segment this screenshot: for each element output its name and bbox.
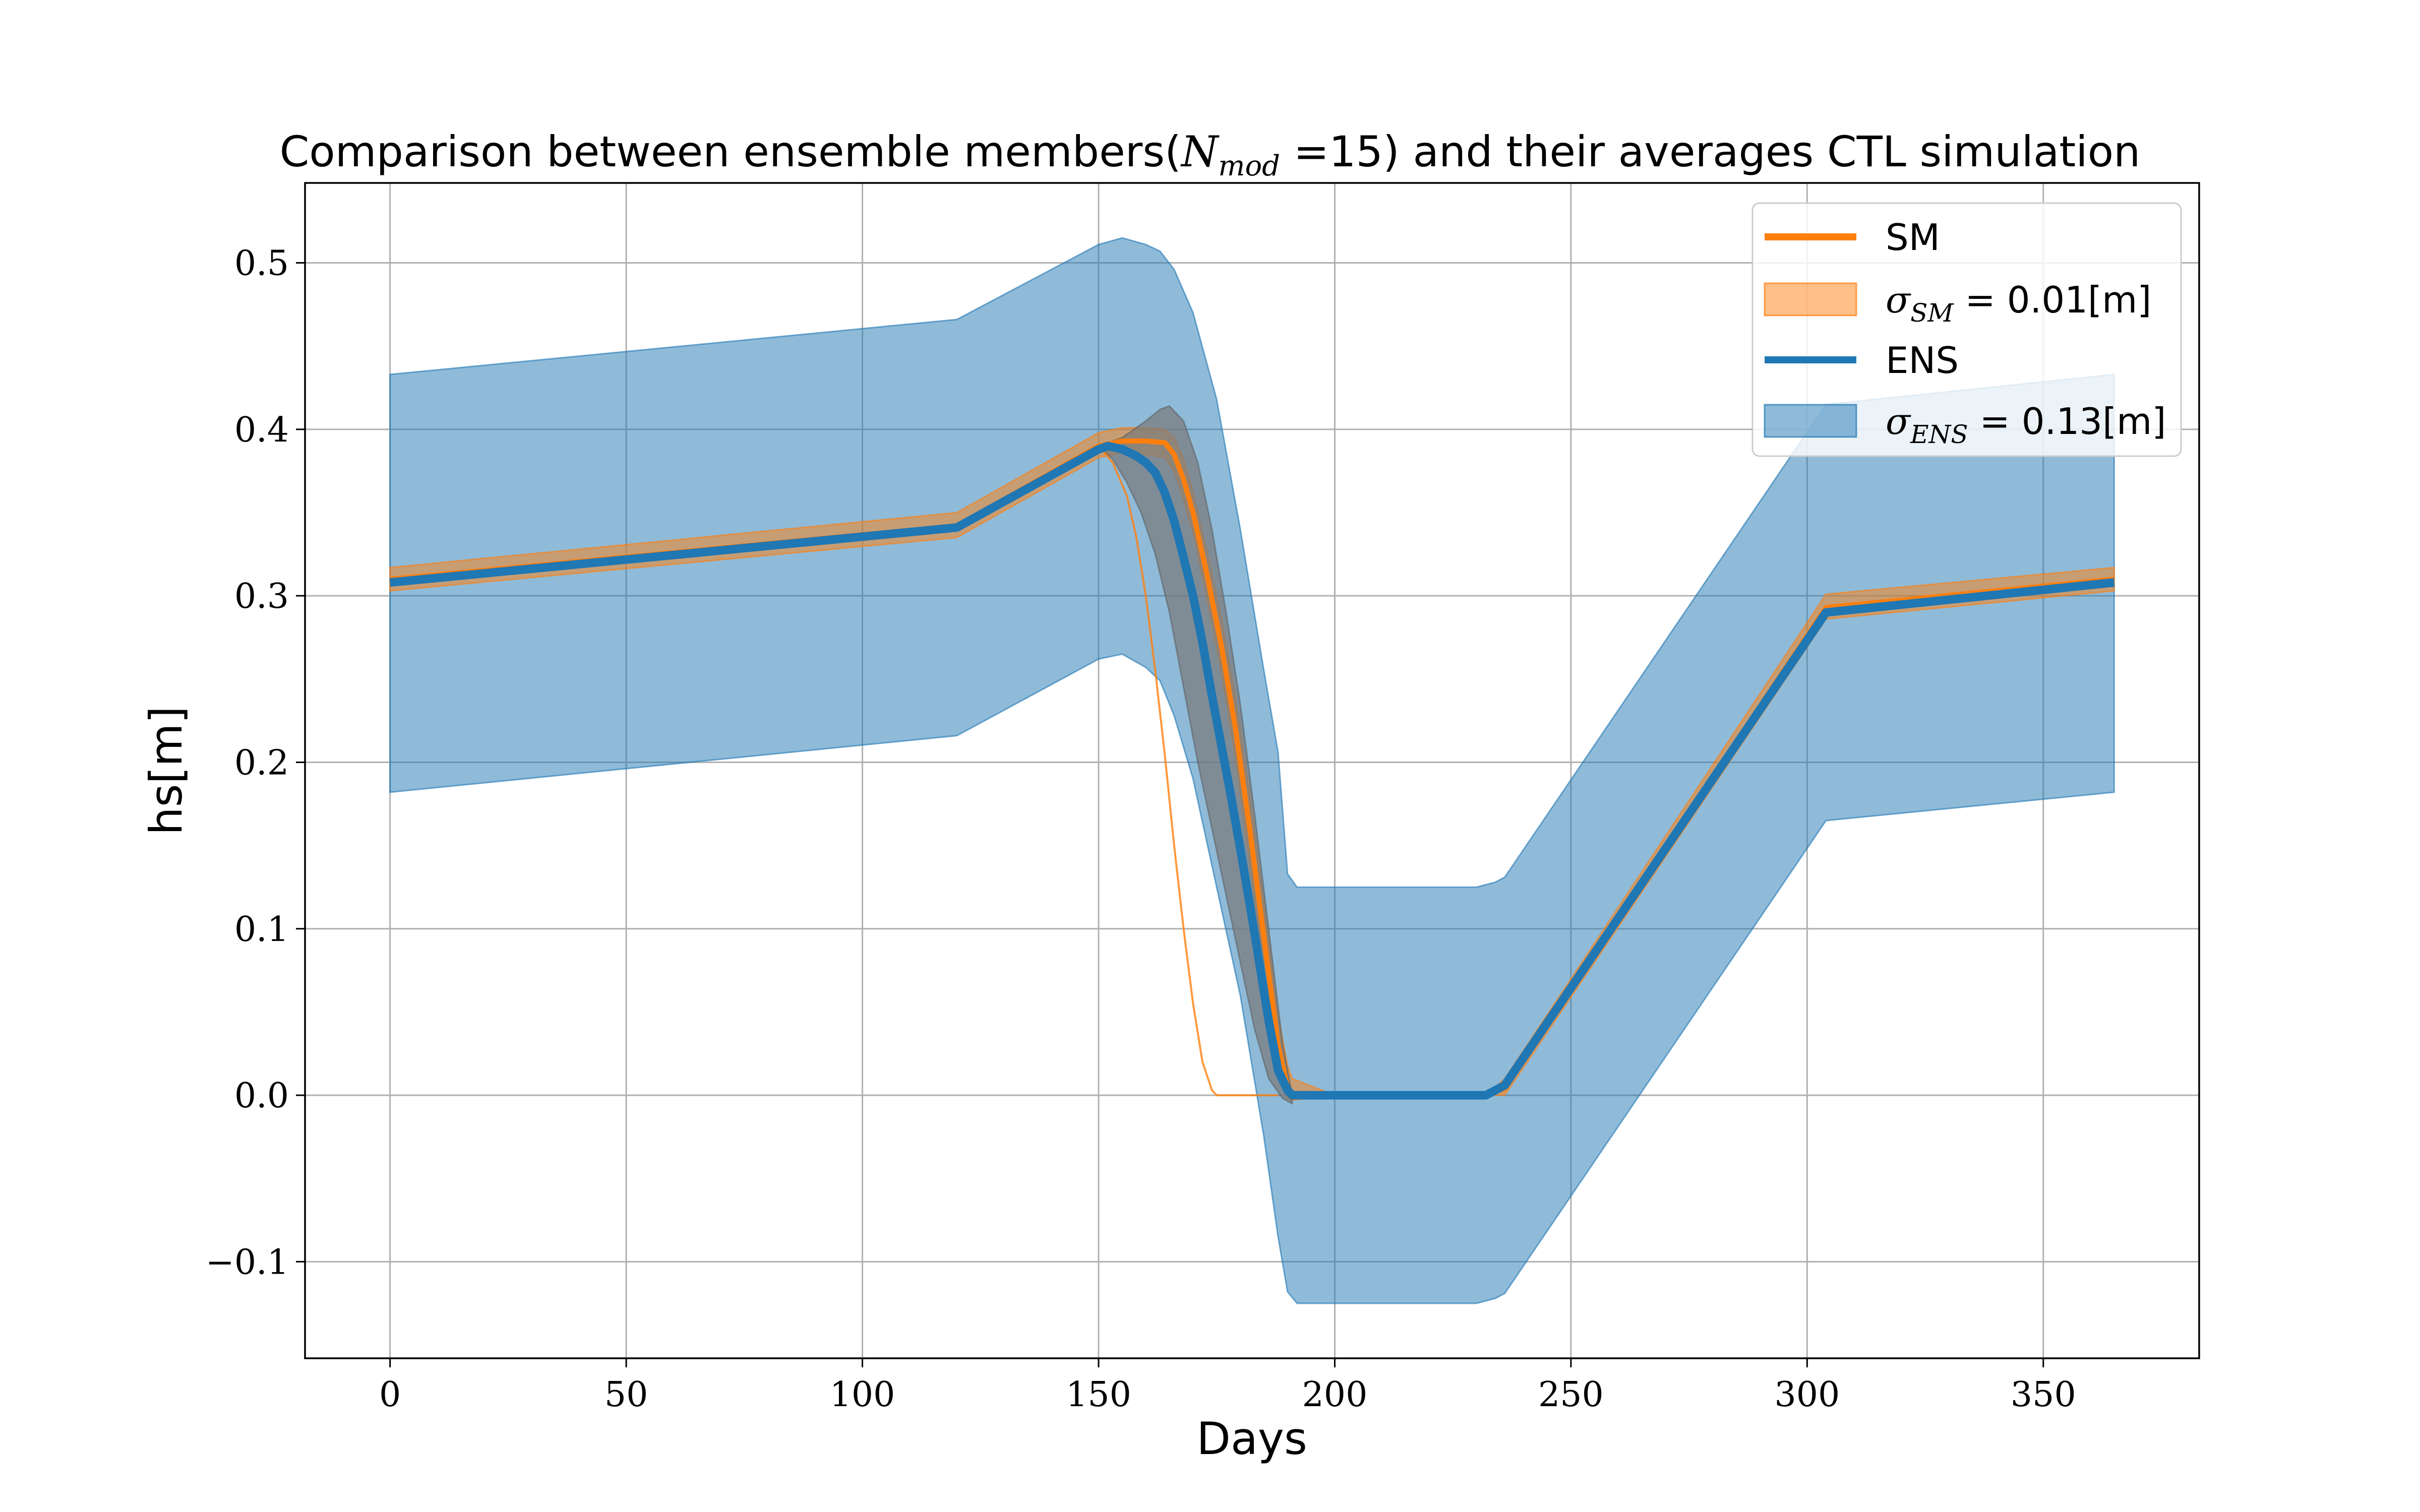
x-axis-label: Days xyxy=(1196,1413,1307,1465)
chart-title-symbol: N xyxy=(1180,127,1220,176)
x-tick-label-250: 250 xyxy=(1538,1375,1604,1415)
x-tick-label-200: 200 xyxy=(1302,1375,1368,1415)
plot-data xyxy=(389,237,2115,1304)
legend: SM σSM = 0.01[m] ENS σENS = 0.13[m] xyxy=(1751,202,2182,457)
legend-swatch-ens-band xyxy=(1764,404,1857,438)
legend-label-sigma-ens: σENS = 0.13[m] xyxy=(1886,400,2166,449)
x-tick-label-0: 0 xyxy=(379,1375,401,1415)
axis-ticks: 0 50 100 150 200 250 300 350 −0.1 0.0 0.1 0.2 0.3 0.4… xyxy=(206,244,2076,1415)
x-tick-label-350: 350 xyxy=(2011,1375,2076,1415)
y-tick-label-5: 0.4 xyxy=(234,410,289,450)
x-tick-label-300: 300 xyxy=(1774,1375,1840,1415)
ensemble-members-band xyxy=(1097,405,1293,1105)
legend-swatch-sm-band xyxy=(1764,282,1857,317)
legend-box xyxy=(1751,202,2182,457)
y-axis-label: hs[m] xyxy=(140,706,192,835)
chart-title-before: Comparison between ensemble members( xyxy=(280,127,1181,176)
y-tick-label-3: 0.2 xyxy=(234,743,289,783)
x-tick-label-150: 150 xyxy=(1066,1375,1131,1415)
y-tick-label-1: 0.0 xyxy=(234,1076,289,1116)
chart-title-after: =15) and their averages CTL simulation xyxy=(1280,127,2140,176)
plot-frame xyxy=(304,182,2200,1359)
x-tick-label-100: 100 xyxy=(830,1375,895,1415)
legend-label-sm: SM xyxy=(1886,216,1940,259)
legend-label-ens: ENS xyxy=(1886,339,1959,382)
y-tick-label-2: 0.1 xyxy=(234,910,289,950)
y-tick-label-0: −0.1 xyxy=(206,1242,289,1282)
y-tick-label-6: 0.5 xyxy=(234,244,289,284)
chart-title: Comparison between ensemble members(Nmod… xyxy=(280,127,2141,182)
ens-std-band xyxy=(389,237,2115,1304)
legend-label-sigma-sm: σSM = 0.01[m] xyxy=(1886,279,2151,328)
sm-member-line xyxy=(1098,445,1278,1097)
chart-title-subscript: mod xyxy=(1218,150,1280,182)
x-tick-label-50: 50 xyxy=(604,1375,648,1415)
ens-mean-line xyxy=(389,442,2115,1100)
y-tick-label-4: 0.3 xyxy=(234,577,289,616)
